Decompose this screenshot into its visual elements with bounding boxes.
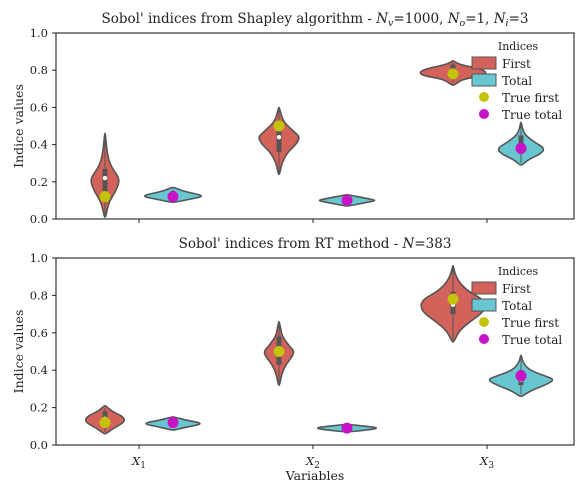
x-tick-label: X3 [479, 454, 494, 471]
legend-marker [479, 317, 489, 327]
violin-median [102, 175, 108, 181]
true-total-point [515, 142, 527, 154]
y-axis-label: Indice values [11, 310, 26, 394]
legend-label: First [502, 57, 531, 71]
violin-median [276, 134, 282, 140]
y-tick-label: 0.0 [30, 438, 48, 452]
legend-marker [479, 92, 489, 102]
true-first-point [99, 417, 111, 429]
legend-swatch-first [471, 281, 497, 295]
legend-swatch-total [471, 298, 497, 312]
y-tick-label: 0.0 [30, 212, 48, 226]
chart-panel-1: Sobol' indices from Shapley algorithm - … [11, 11, 575, 226]
legend-label: First [502, 282, 531, 296]
true-total-point [167, 191, 179, 203]
legend-label: True total [502, 333, 562, 347]
true-total-point [341, 194, 353, 206]
true-first-point [447, 68, 459, 80]
y-tick-label: 0.6 [30, 326, 48, 340]
chart-title: Sobol' indices from RT method - N=383 [179, 236, 452, 252]
chart-title: Sobol' indices from Shapley algorithm - … [102, 11, 529, 29]
chart-panel-2: Sobol' indices from RT method - N=383 0.0… [11, 236, 575, 483]
true-first-point [447, 293, 459, 305]
y-tick-label: 1.0 [30, 26, 48, 40]
x-tick-label: X2 [305, 454, 320, 471]
true-first-point [273, 346, 285, 357]
legend-label: True first [502, 91, 559, 105]
true-first-point [273, 120, 285, 132]
legend-swatch-total [471, 73, 497, 87]
x-axis-label: Variables [285, 468, 345, 483]
y-tick-label: 0.2 [30, 401, 48, 415]
legend-swatch-first [471, 56, 497, 70]
true-total-point [167, 417, 179, 429]
legend-marker [479, 109, 489, 119]
legend-title: Indices [498, 40, 539, 53]
legend-marker [479, 334, 489, 344]
y-tick-label: 1.0 [30, 251, 48, 265]
y-tick-label: 0.4 [30, 138, 48, 152]
true-total-point [341, 422, 353, 434]
y-tick-label: 0.2 [30, 175, 48, 189]
legend-label: True total [502, 108, 562, 122]
legend-label: Total [502, 74, 532, 88]
true-total-point [515, 370, 527, 382]
legend-label: True first [502, 316, 559, 330]
y-tick-label: 0.6 [30, 100, 48, 114]
y-tick-label: 0.4 [30, 363, 48, 377]
legend-label: Total [502, 299, 532, 313]
y-tick-label: 0.8 [30, 63, 48, 77]
legend-title: Indices [498, 265, 539, 278]
y-tick-label: 0.8 [30, 288, 48, 302]
y-axis-label: Indice values [11, 84, 26, 168]
x-tick-label: X1 [131, 454, 146, 471]
true-first-point [99, 191, 111, 203]
